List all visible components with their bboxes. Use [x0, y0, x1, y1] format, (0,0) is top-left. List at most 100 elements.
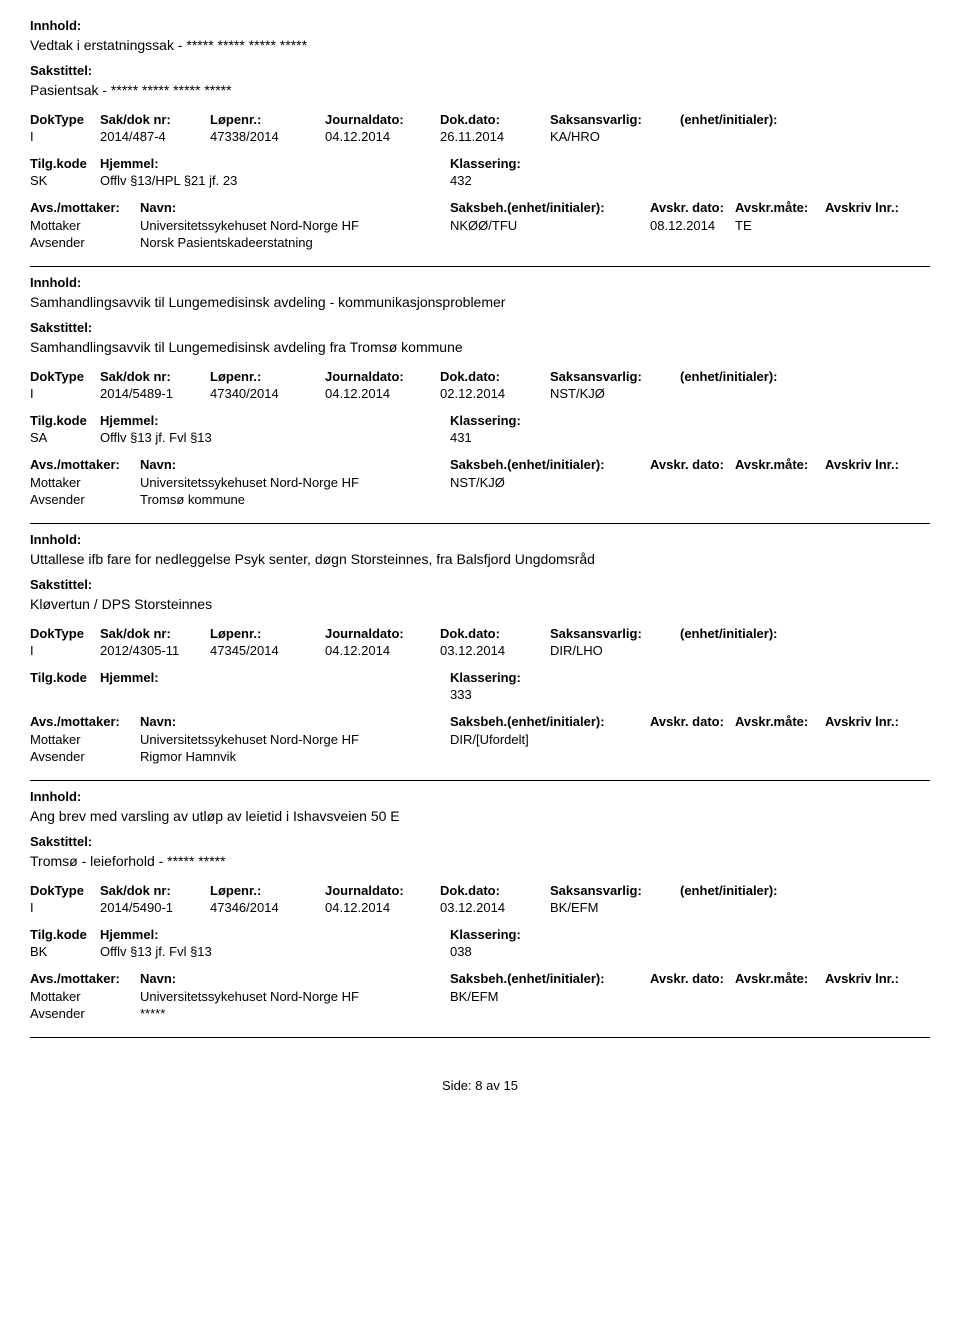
saksansvarlig-value: NST/KJØ — [550, 386, 680, 401]
party-row: MottakerUniversitetssykehuset Nord-Norge… — [30, 475, 930, 490]
hjemmel-label: Hjemmel: — [100, 413, 159, 428]
parties-header-cell: Avskr. dato: — [650, 714, 735, 729]
klassering-value: 432 — [450, 173, 472, 188]
meta-values: I2014/487-447338/201404.12.201426.11.201… — [30, 129, 930, 144]
dokdato-value: 02.12.2014 — [440, 386, 550, 401]
meta-header-cell: Dok.dato: — [440, 369, 550, 384]
klassering-value: 431 — [450, 430, 472, 445]
party-row: AvsenderRigmor Hamnvik — [30, 749, 930, 764]
party-avskrivlnr — [825, 749, 920, 764]
meta-header-cell: Sak/dok nr: — [100, 626, 210, 641]
tilgkode-label: Tilg.kode — [30, 413, 100, 428]
parties-header: Avs./mottaker:Navn:Saksbeh.(enhet/initia… — [30, 971, 930, 986]
tilg-right: Klassering: — [450, 156, 521, 171]
party-role: Mottaker — [30, 218, 140, 233]
party-avskrmate — [735, 749, 825, 764]
footer-sep: av — [486, 1078, 500, 1093]
meta-header-cell: Saksansvarlig: — [550, 626, 680, 641]
meta-values: I2012/4305-1147345/201404.12.201403.12.2… — [30, 643, 930, 658]
party-avskrdato — [650, 475, 735, 490]
dokdato-value: 03.12.2014 — [440, 900, 550, 915]
party-saksbeh: NST/KJØ — [450, 475, 650, 490]
meta-header-cell: Løpenr.: — [210, 626, 325, 641]
klassering-label: Klassering: — [450, 927, 521, 942]
tilg-values: 333 — [30, 687, 930, 702]
tilg-row: Tilg.kodeHjemmel:Klassering: — [30, 156, 930, 171]
party-navn: Tromsø kommune — [140, 492, 450, 507]
lopenr-value: 47346/2014 — [210, 900, 325, 915]
party-avskrdato — [650, 235, 735, 250]
party-avskrivlnr — [825, 1006, 920, 1021]
meta-header-cell: Dok.dato: — [440, 112, 550, 127]
parties-header: Avs./mottaker:Navn:Saksbeh.(enhet/initia… — [30, 200, 930, 215]
party-avskrmate: TE — [735, 218, 825, 233]
sakstittel-value: Tromsø - leieforhold - ***** ***** — [30, 853, 930, 869]
page-footer: Side: 8 av 15 — [30, 1078, 930, 1093]
klassering-label: Klassering: — [450, 670, 521, 685]
doktype-value: I — [30, 386, 100, 401]
party-navn: Universitetssykehuset Nord-Norge HF — [140, 732, 450, 747]
parties-header-cell: Avskr.måte: — [735, 971, 825, 986]
parties-header-cell: Saksbeh.(enhet/initialer): — [450, 971, 650, 986]
sakdoknr-value: 2014/5489-1 — [100, 386, 210, 401]
journaldato-value: 04.12.2014 — [325, 386, 440, 401]
dokdato-value: 03.12.2014 — [440, 643, 550, 658]
meta-values: I2014/5490-147346/201404.12.201403.12.20… — [30, 900, 930, 915]
lopenr-value: 47338/2014 — [210, 129, 325, 144]
innhold-label: Innhold: — [30, 532, 930, 547]
party-navn: Norsk Pasientskadeerstatning — [140, 235, 450, 250]
innhold-label: Innhold: — [30, 789, 930, 804]
hjemmel-label: Hjemmel: — [100, 927, 159, 942]
parties-header-cell: Saksbeh.(enhet/initialer): — [450, 457, 650, 472]
party-avskrmate — [735, 475, 825, 490]
meta-header-cell: Journaldato: — [325, 369, 440, 384]
doktype-value: I — [30, 900, 100, 915]
party-avskrmate — [735, 989, 825, 1004]
sakstittel-value: Samhandlingsavvik til Lungemedisinsk avd… — [30, 339, 930, 355]
tilgkode-value: SA — [30, 430, 100, 445]
meta-header-cell: Løpenr.: — [210, 883, 325, 898]
tilg-left: Tilg.kodeHjemmel: — [30, 413, 450, 428]
lopenr-value: 47345/2014 — [210, 643, 325, 658]
parties-header-cell: Avskr. dato: — [650, 200, 735, 215]
party-saksbeh — [450, 749, 650, 764]
meta-header-cell: Journaldato: — [325, 626, 440, 641]
parties-header-cell: Saksbeh.(enhet/initialer): — [450, 714, 650, 729]
meta-header-cell: Saksansvarlig: — [550, 112, 680, 127]
parties-header-cell: Avs./mottaker: — [30, 714, 140, 729]
meta-headers: DokTypeSak/dok nr:Løpenr.:Journaldato:Do… — [30, 883, 930, 898]
party-role: Mottaker — [30, 732, 140, 747]
tilg-left: Tilg.kodeHjemmel: — [30, 670, 450, 685]
record: Innhold:Uttallese ifb fare for nedleggel… — [30, 532, 930, 781]
meta-header-cell: Løpenr.: — [210, 112, 325, 127]
saksansvarlig-value: BK/EFM — [550, 900, 680, 915]
tilg-values-left: BKOfflv §13 jf. Fvl §13 — [30, 944, 450, 959]
footer-prefix: Side: — [442, 1078, 472, 1093]
sakstittel-label: Sakstittel: — [30, 320, 930, 335]
meta-header-cell: (enhet/initialer): — [680, 112, 820, 127]
tilg-values: SKOfflv §13/HPL §21 jf. 23432 — [30, 173, 930, 188]
parties-header-cell: Avs./mottaker: — [30, 457, 140, 472]
doktype-value: I — [30, 129, 100, 144]
sakstittel-value: Kløvertun / DPS Storsteinnes — [30, 596, 930, 612]
party-avskrdato — [650, 989, 735, 1004]
hjemmel-label: Hjemmel: — [100, 670, 159, 685]
records-container: Innhold:Vedtak i erstatningssak - ***** … — [30, 18, 930, 1038]
journaldato-value: 04.12.2014 — [325, 129, 440, 144]
meta-header-cell: (enhet/initialer): — [680, 883, 820, 898]
meta-header-cell: DokType — [30, 626, 100, 641]
parties-header-cell: Avskriv lnr.: — [825, 457, 920, 472]
meta-header-cell: Løpenr.: — [210, 369, 325, 384]
party-row: MottakerUniversitetssykehuset Nord-Norge… — [30, 989, 930, 1004]
record: Innhold:Vedtak i erstatningssak - ***** … — [30, 18, 930, 267]
tilg-values-left — [30, 687, 450, 702]
record: Innhold:Samhandlingsavvik til Lungemedis… — [30, 275, 930, 524]
party-navn: Universitetssykehuset Nord-Norge HF — [140, 475, 450, 490]
footer-total: 15 — [504, 1078, 518, 1093]
enhet-value — [680, 129, 820, 144]
party-row: MottakerUniversitetssykehuset Nord-Norge… — [30, 218, 930, 233]
party-avskrivlnr — [825, 492, 920, 507]
parties-header-cell: Avskr.måte: — [735, 714, 825, 729]
party-role: Avsender — [30, 235, 140, 250]
party-navn: Universitetssykehuset Nord-Norge HF — [140, 218, 450, 233]
